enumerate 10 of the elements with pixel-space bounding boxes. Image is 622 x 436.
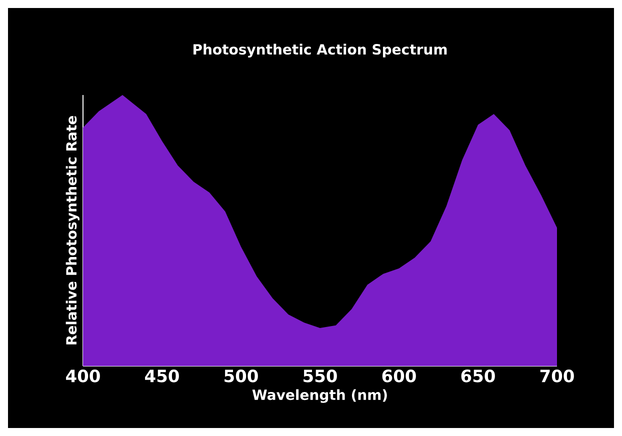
x-tick-label: 650 (461, 370, 495, 382)
y-axis-title: Relative Photosynthetic Rate (66, 116, 80, 344)
x-tick-label: 550 (304, 370, 337, 382)
x-tick-label: 500 (224, 370, 258, 382)
x-tick-label: 600 (382, 370, 416, 382)
x-tick-label: 450 (145, 370, 179, 382)
x-axis-title: Wavelength (nm) (252, 389, 387, 403)
x-tick-label: 400 (66, 370, 100, 382)
chart-title: Photosynthetic Action Spectrum (194, 44, 447, 58)
x-tick-label: 700 (540, 370, 574, 382)
